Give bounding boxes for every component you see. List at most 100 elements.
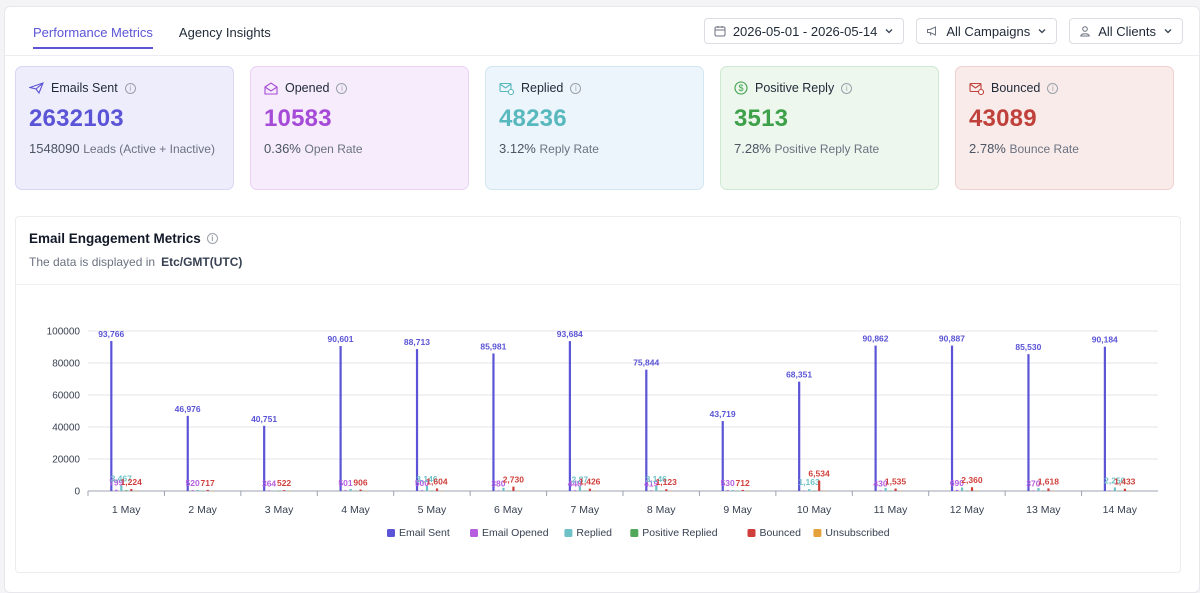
info-icon[interactable]: i xyxy=(570,82,582,94)
bar xyxy=(573,490,576,491)
bar xyxy=(263,425,266,491)
card-opened: Opened i 10583 0.36% Open Rate xyxy=(250,66,469,190)
bar xyxy=(1037,487,1040,491)
bar xyxy=(731,490,734,491)
data-label: 799 xyxy=(109,478,123,488)
bar xyxy=(894,488,897,491)
bar xyxy=(899,490,902,492)
x-tick-label: 11 May xyxy=(874,504,908,516)
bar xyxy=(726,490,729,491)
calendar-icon xyxy=(714,26,726,37)
campaigns-dropdown[interactable]: All Campaigns xyxy=(916,18,1058,44)
legend-label: Bounced xyxy=(760,527,802,539)
info-icon[interactable]: i xyxy=(336,82,348,94)
info-icon[interactable]: i xyxy=(124,82,136,94)
data-label: 2,87 xyxy=(572,474,589,484)
card-value: 2632103 xyxy=(29,105,124,132)
data-label: 501 xyxy=(338,478,352,488)
bar xyxy=(655,485,658,491)
bar xyxy=(206,489,209,491)
campaigns-value: All Campaigns xyxy=(946,23,1031,39)
bar xyxy=(492,353,495,491)
card-subtext: 1548090 Leads (Active + Inactive) xyxy=(29,141,220,157)
card-replied: Replied i 48236 3.12% Reply Rate xyxy=(485,66,704,190)
data-label: 717 xyxy=(201,478,215,488)
bar xyxy=(1052,490,1055,492)
data-label: 419 xyxy=(644,478,658,488)
header-divider xyxy=(5,55,1199,56)
bar xyxy=(970,487,974,491)
bar xyxy=(950,345,954,491)
tab-performance-metrics[interactable]: Performance Metrics xyxy=(33,23,153,49)
bar xyxy=(803,490,806,492)
bar xyxy=(211,490,214,492)
bar xyxy=(344,490,347,491)
y-tick-label: 20000 xyxy=(52,455,80,466)
card-title: Opened xyxy=(285,81,330,95)
bar xyxy=(670,490,673,492)
clients-value: All Clients xyxy=(1098,23,1156,39)
info-icon[interactable]: i xyxy=(206,233,218,244)
panel-divider xyxy=(16,284,1180,285)
data-label: 90,601 xyxy=(328,334,354,344)
card-sub-label: Leads (Active + Inactive) xyxy=(83,142,215,156)
card-sub-label: Open Rate xyxy=(304,142,363,156)
x-tick-label: 6 May xyxy=(494,504,523,516)
bar xyxy=(884,487,887,491)
bar xyxy=(588,488,591,491)
x-tick-label: 8 May xyxy=(647,504,676,516)
bar xyxy=(650,490,653,491)
data-label: 1,433 xyxy=(1114,477,1136,487)
x-tick-label: 9 May xyxy=(723,504,752,516)
card-subtext: 2.78% Bounce Rate xyxy=(969,141,1160,157)
legend-swatch xyxy=(470,529,478,537)
data-label: 3,467 xyxy=(111,473,133,483)
bar xyxy=(879,490,882,491)
svg-text:$: $ xyxy=(738,83,743,93)
bar xyxy=(1042,490,1045,492)
bar xyxy=(1027,354,1030,491)
data-label: 430 xyxy=(873,478,887,488)
card-subtext: 7.28% Positive Reply Rate xyxy=(734,141,925,157)
card-value: 43089 xyxy=(969,105,1037,132)
bar xyxy=(186,415,189,491)
card-sub-value: 3.12% xyxy=(499,141,536,156)
info-icon[interactable]: i xyxy=(841,82,853,94)
bar xyxy=(874,345,877,491)
bar xyxy=(110,340,113,491)
data-label: 1,618 xyxy=(1038,476,1060,486)
x-tick-label: 3 May xyxy=(265,504,294,516)
subtitle-prefix: The data is displayed in xyxy=(29,255,156,269)
bar xyxy=(512,486,515,491)
bar xyxy=(1108,490,1111,491)
panel-subtitle: The data is displayed in Etc/GMT(UTC) xyxy=(29,255,242,269)
data-label: 2,730 xyxy=(503,475,525,485)
tab-agency-insights[interactable]: Agency Insights xyxy=(178,25,271,40)
date-range-picker[interactable]: 2026-05-01 - 2026-05-14 xyxy=(703,18,905,44)
engagement-bar-chart: 0 20000 40000 60000 80000 100000 1 May 93,766 79… xyxy=(47,327,1158,539)
bar xyxy=(135,490,138,492)
bar xyxy=(415,349,419,491)
data-label: 3,146 xyxy=(646,474,668,484)
y-tick-label: 60000 xyxy=(52,391,80,402)
card-sub-value: 7.28% xyxy=(734,141,771,156)
date-range-value: 2026-05-01 - 2026-05-14 xyxy=(732,23,878,39)
bar xyxy=(430,490,434,492)
tab-bar: Performance Metrics Agency Insights xyxy=(33,23,271,49)
bar xyxy=(593,490,596,492)
bar xyxy=(196,490,199,491)
bar xyxy=(440,490,444,492)
info-icon[interactable]: i xyxy=(1047,82,1059,94)
legend-label: Replied xyxy=(576,527,612,539)
x-tick-label: 7 May xyxy=(570,504,599,516)
bar xyxy=(889,490,892,492)
card-value: 3513 xyxy=(734,105,789,132)
chevron-down-icon xyxy=(1038,29,1046,34)
y-tick-label: 0 xyxy=(74,487,80,498)
card-sub-value: 2.78% xyxy=(969,141,1006,156)
bar xyxy=(517,490,520,492)
data-label: 530 xyxy=(721,478,735,488)
bar xyxy=(1032,490,1035,491)
clients-dropdown[interactable]: All Clients xyxy=(1069,18,1183,44)
card-bounced: Bounced i 43089 2.78% Bounce Rate xyxy=(955,66,1174,190)
